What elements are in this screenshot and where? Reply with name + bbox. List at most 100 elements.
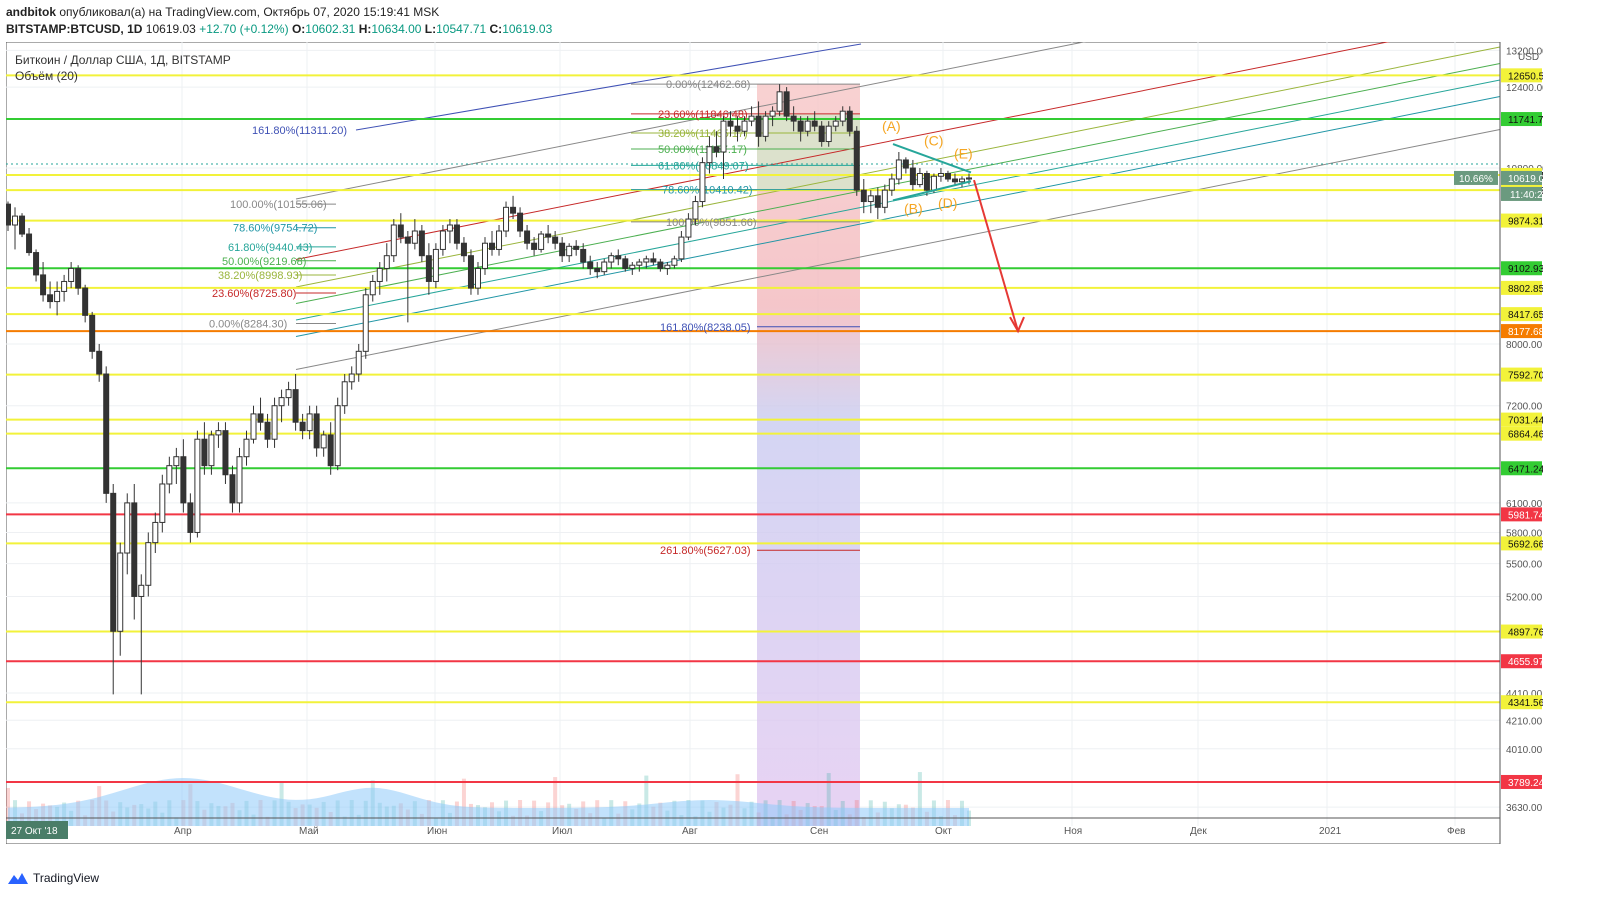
candle [215,422,222,448]
candle [825,121,832,147]
level-badge-label: 5692.66 [1508,539,1543,550]
candle [306,405,313,440]
candle-body [271,405,278,440]
candle [755,101,762,147]
candle [489,231,496,256]
candle-body [12,215,19,226]
candle-body [573,245,580,250]
candle-body [453,224,460,244]
y-tick-label: 12400.00 [1506,83,1543,94]
fib-left-label: 61.80%(9440.43) [228,242,312,254]
channel-line [355,43,862,131]
candle [608,252,615,269]
author-name[interactable]: andbitok [6,5,56,19]
x-tick-label: Сен [810,826,828,837]
candle [222,422,229,484]
candle [524,224,531,250]
candle-body [61,280,68,292]
candle-body [930,175,937,191]
candle-body [566,245,573,257]
candle-body [131,502,138,597]
candle-body [545,233,552,238]
candle-body [173,456,180,467]
channel-line [295,42,1390,260]
candle [692,195,699,225]
candle-body [201,438,208,467]
candle-body [909,167,916,186]
candle [75,265,82,295]
candle [376,262,383,295]
candle-body [397,224,404,238]
open-value: 10602.31 [305,22,356,36]
candle [496,224,503,256]
candle-body [33,252,40,276]
candle-body [944,172,951,180]
candle [257,397,264,431]
candle-body [250,413,257,440]
time-start-label: 27 Окт '18 [11,826,58,837]
candle [615,249,622,266]
x-tick-label: Июн [427,826,447,837]
candle [341,374,348,414]
time-axis[interactable]: 27 Окт '18 Апр Май Июн Июл Авг Сен Окт Ноя Дек 202… [6,817,1500,839]
candle [320,430,327,457]
volume-bar [461,778,466,826]
candle-body [916,172,923,186]
candle-body [257,413,264,423]
candle-body [348,373,355,383]
candle-body [383,255,390,269]
candle-body [664,264,671,269]
candle-body [341,381,348,407]
candle [327,422,334,475]
candle [734,116,741,142]
tradingview-logo[interactable]: TradingView [7,871,99,885]
candle-body [306,413,313,432]
candle-body [292,389,299,423]
candle [110,483,117,695]
horizontal-levels [6,74,1500,783]
candle-body [432,248,439,282]
level-badge [1501,261,1542,276]
y-tick-label: 5500.00 [1506,560,1543,571]
x-tick-label: Авг [682,826,698,837]
x-tick-label: Фев [1447,826,1465,837]
price-axis[interactable]: 13200.0012400.0010800.008000.007200.0061… [1454,42,1543,844]
volume-bar [735,774,740,826]
candle [678,231,685,263]
x-tick-label: Дек [1190,826,1207,837]
candle [888,173,895,196]
candle-body [355,350,362,375]
candle-body [538,233,545,250]
candle [250,405,257,444]
candle [173,447,180,484]
candle [61,274,68,302]
candle-body [418,230,425,257]
candle [762,111,769,142]
x-tick-label: Окт [935,826,952,837]
candle-body [124,502,131,554]
candle [236,447,243,513]
candle-body [608,255,615,263]
candle [867,190,874,214]
candle-body [187,502,194,533]
publish-line: andbitok опубликовал(а) на TradingView.c… [6,5,439,19]
candle-body [194,438,201,533]
price-chart[interactable]: 161.80%(11311.20) 100.00%(10155.06) 78.60%… [6,42,1543,844]
channel-line [295,42,1087,200]
candle-body [622,258,629,269]
candle-body [629,264,636,269]
candle [208,430,215,475]
fib-left-label: 78.60%(9754.72) [233,223,317,235]
candle [657,258,664,272]
low-value: 10547.71 [436,22,487,36]
candle-body [552,236,559,244]
x-tick-label: Июл [552,826,572,837]
channel-line [295,96,1501,337]
candle [201,422,208,475]
candle [727,111,734,137]
level-badge-label: 12650.52 [1508,71,1543,82]
candle [510,195,517,220]
candle [587,255,594,275]
candle-body [138,584,145,597]
candle [131,483,138,620]
